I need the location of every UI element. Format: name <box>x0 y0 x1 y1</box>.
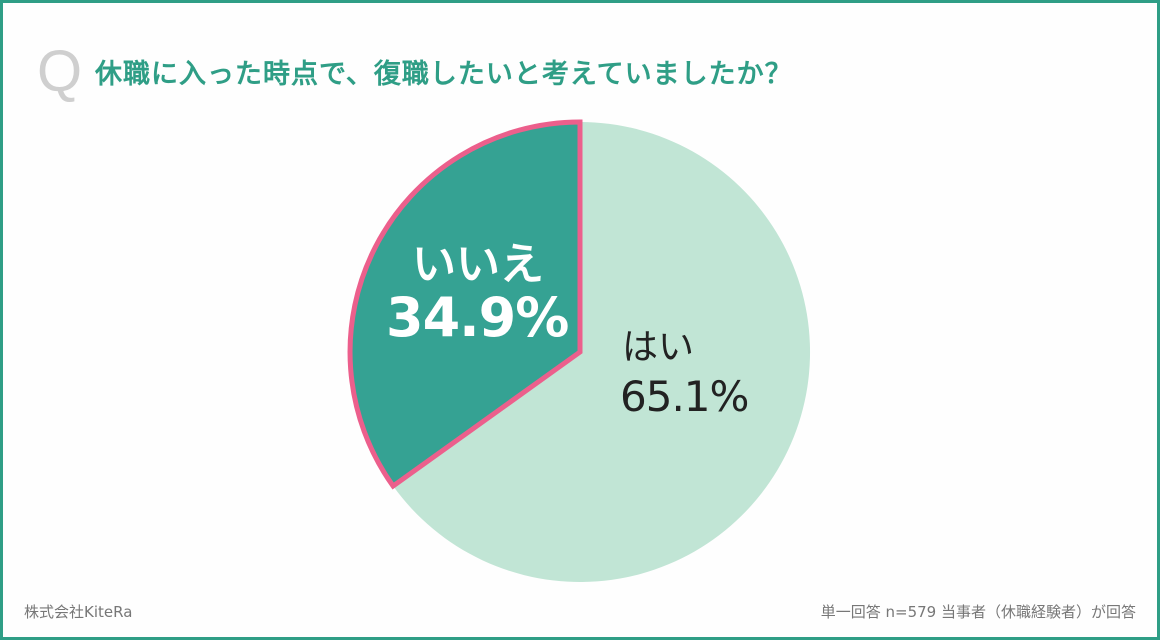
sample-note: 単一回答 n=579 当事者（休職経験者）が回答 <box>820 603 1136 621</box>
slice-label-no-value: 34.9% <box>386 286 569 349</box>
chart-title: 休職に入った時点で、復職したいと考えていましたか？ <box>95 59 793 90</box>
q-icon: Q <box>37 39 83 104</box>
slice-label-yes-category: はい <box>622 327 695 368</box>
pie-slice-no <box>347 119 583 490</box>
slice-label-yes-value: 65.1% <box>620 372 749 421</box>
pie-slice-yes <box>393 121 811 582</box>
source-credit: 株式会社KiteRa <box>24 603 133 621</box>
slice-label-no-category: いいえ <box>412 239 544 290</box>
